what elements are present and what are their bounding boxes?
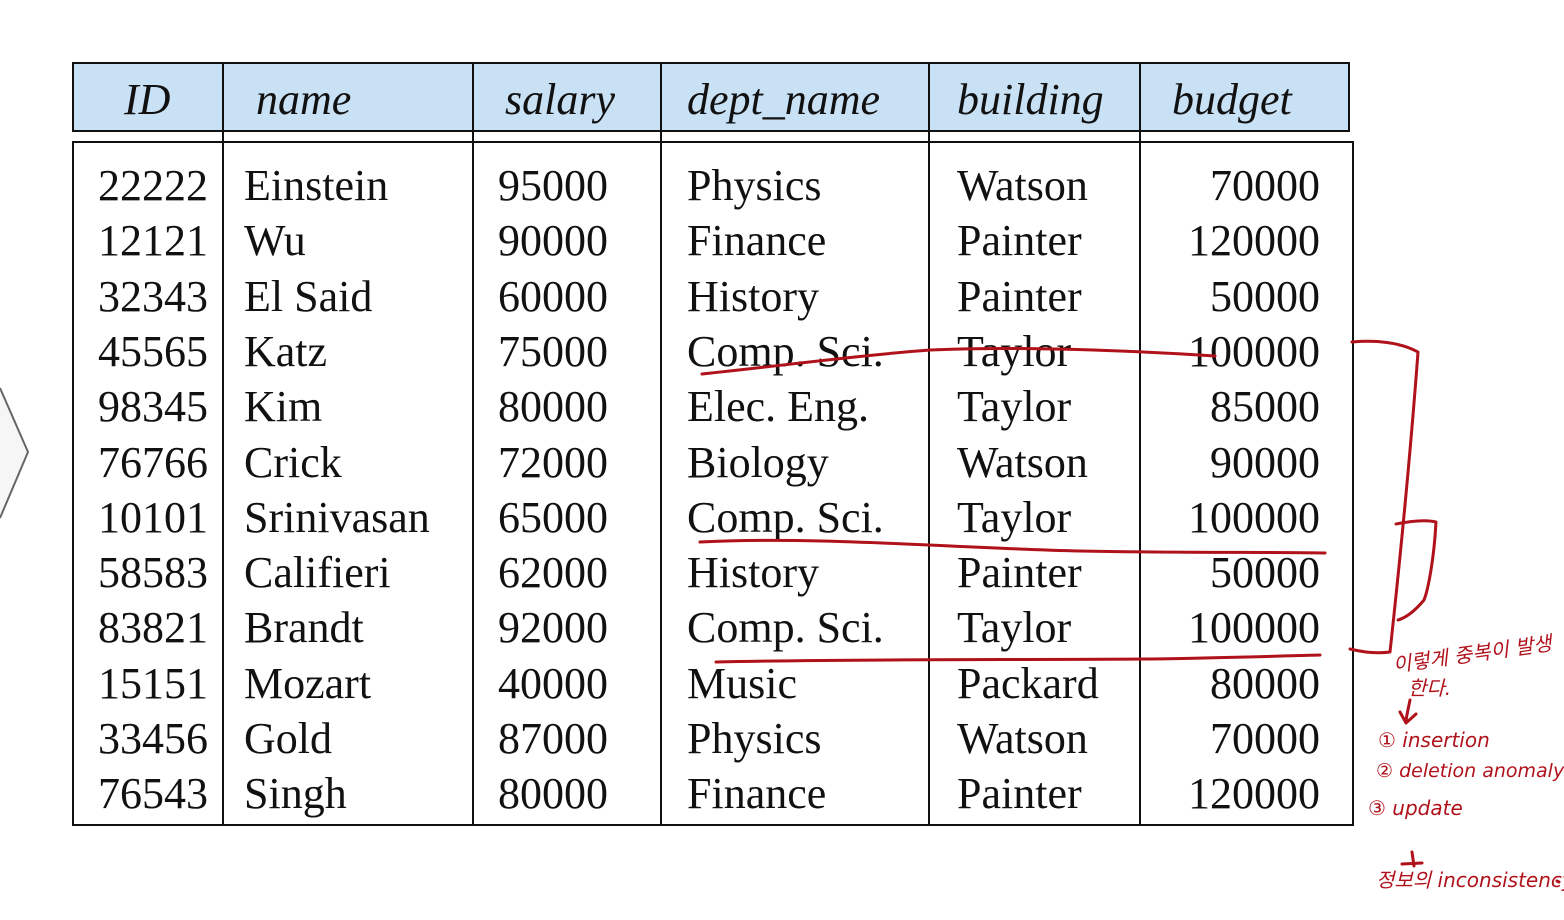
column-divider [472,62,474,826]
cell-budget: 85000 [1210,382,1320,432]
cell-building: Painter [957,216,1082,266]
annotation-line2: 한다. [1408,676,1452,700]
header-budget: budget [1172,75,1292,124]
cell-building: Watson [957,161,1088,210]
cell-building: Taylor [957,326,1072,376]
underline-row-9 [714,653,1322,664]
cell-salary: 90000 [498,216,608,266]
cell-dept-name: Physics [687,714,822,763]
cell-budget: 70000 [1210,714,1320,763]
cell-salary: 87000 [498,714,608,763]
cell-budget: 120000 [1188,769,1320,819]
cell-dept-name: Physics [687,161,822,210]
cell-dept-name: History [687,548,819,598]
cell-id: 33456 [98,714,208,763]
annotation-conclusion: 정보의 inconsistency. [1376,868,1564,892]
cell-salary: 80000 [498,769,608,819]
cell-budget: 100000 [1188,326,1320,376]
column-divider [222,62,224,826]
cell-budget: 50000 [1210,548,1320,598]
table-header-row [72,62,1350,132]
conclusion-arrow [1400,850,1424,868]
column-divider [1139,62,1141,826]
header-dept-name: dept_name [687,75,881,124]
cell-name: Singh [244,769,347,819]
header-building: building [957,75,1104,124]
cell-name: El Said [244,271,373,321]
annotation-item-insertion: ① insertion [1378,728,1490,752]
cell-building: Painter [957,769,1082,819]
cell-salary: 80000 [498,382,608,432]
cell-building: Watson [957,437,1088,487]
small-arrow [1398,698,1418,725]
cell-building: Taylor [957,492,1072,542]
cell-salary: 95000 [498,161,608,210]
bracket [1348,339,1420,655]
cell-id: 15151 [98,658,208,708]
cell-dept-name: History [687,271,819,321]
cell-salary: 62000 [498,548,608,598]
cell-id: 12121 [98,216,208,266]
cell-budget: 80000 [1210,658,1320,708]
cell-name: Gold [244,714,332,763]
cell-name: Katz [244,326,328,376]
cell-budget: 50000 [1210,271,1320,321]
cell-id: 32343 [98,271,208,321]
cell-id: 45565 [98,326,208,376]
dot [1555,879,1561,884]
cell-building: Watson [957,714,1088,763]
cell-budget: 120000 [1188,216,1320,266]
cell-dept-name: Comp. Sci. [687,326,884,376]
cell-salary: 40000 [498,658,608,708]
cell-name: Srinivasan [244,492,430,542]
cell-dept-name: Finance [687,769,827,819]
header-name: name [256,75,352,124]
cell-id: 98345 [98,382,208,432]
column-divider [928,62,930,826]
annotation-item-deletion: ② deletion anomaly [1376,760,1564,782]
cell-salary: 92000 [498,603,608,653]
cell-dept-name: Comp. Sci. [687,603,884,653]
cell-building: Packard [957,658,1099,708]
cell-dept-name: Elec. Eng. [687,382,870,432]
cell-salary: 60000 [498,271,608,321]
cell-name: Einstein [244,161,389,210]
cell-id: 83821 [98,603,208,653]
cell-id: 10101 [98,492,208,542]
cell-building: Painter [957,271,1082,321]
cell-id: 58583 [98,548,208,598]
cell-dept-name: Comp. Sci. [687,492,884,542]
cell-dept-name: Finance [687,216,827,266]
cell-name: Califieri [244,548,391,598]
column-divider [660,62,662,826]
cell-budget: 70000 [1210,161,1320,210]
underline-row-7 [698,538,1327,555]
cell-name: Crick [244,437,342,487]
cell-salary: 65000 [498,492,608,542]
cell-id: 22222 [98,161,208,210]
cell-building: Painter [957,548,1082,598]
header-id: ID [124,75,171,124]
down-arrow [1394,519,1438,622]
cell-budget: 100000 [1188,603,1320,653]
cell-building: Taylor [957,603,1072,653]
cell-name: Brandt [244,603,364,653]
cell-building: Taylor [957,382,1072,432]
cell-name: Kim [244,382,323,432]
strike-line-row-4 [700,346,1217,376]
cell-dept-name: Music [687,658,797,708]
cell-salary: 72000 [498,437,608,487]
cell-budget: 90000 [1210,437,1320,487]
header-salary: salary [505,75,615,124]
cell-dept-name: Biology [687,437,829,487]
cell-budget: 100000 [1188,492,1320,542]
cell-salary: 75000 [498,326,608,376]
annotation-item-update: ③ update [1368,796,1463,820]
cell-id: 76543 [98,769,208,819]
cell-name: Wu [244,216,306,266]
cell-id: 76766 [98,437,208,487]
cell-name: Mozart [244,658,372,708]
slide-arrow-shape [0,387,30,519]
